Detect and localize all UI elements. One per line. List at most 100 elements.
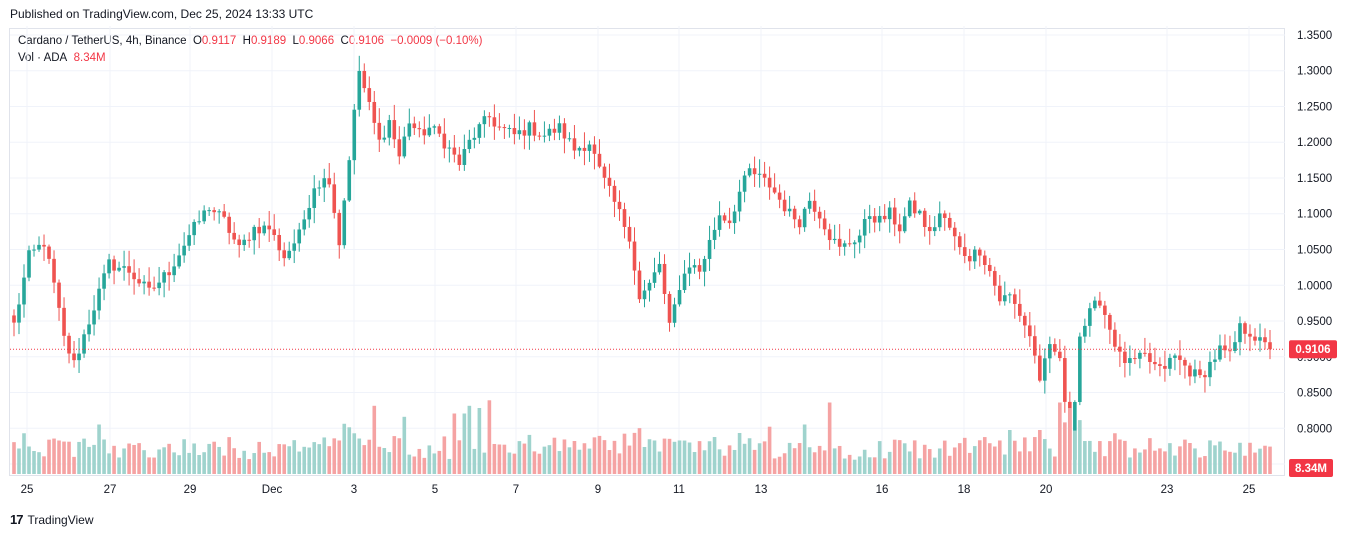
volume-bar — [1268, 446, 1272, 474]
volume-bar — [422, 457, 427, 474]
volume-bar — [817, 445, 822, 474]
volume-bar — [1007, 430, 1012, 474]
candle-body — [827, 229, 832, 241]
volume-bar — [137, 443, 141, 474]
candle-body — [922, 210, 927, 227]
volume-bar — [1253, 452, 1257, 474]
volume-bar — [442, 436, 447, 474]
candle-body — [107, 259, 111, 274]
candle-body — [797, 219, 802, 228]
candle-body — [262, 225, 267, 234]
volume-bar — [72, 456, 76, 474]
volume-bar — [492, 443, 497, 474]
volume-bar — [427, 445, 432, 474]
candle-body — [727, 220, 732, 224]
volume-bar — [1138, 452, 1142, 474]
volume-bar — [517, 441, 522, 474]
volume-bar — [1168, 443, 1172, 474]
volume-bar — [727, 445, 732, 474]
volume-bar — [1133, 448, 1137, 474]
volume-bar — [1128, 457, 1132, 474]
candle-body — [937, 213, 942, 228]
volume-bar — [712, 437, 717, 474]
volume-bar — [522, 443, 527, 474]
volume-bar — [97, 424, 101, 474]
volume-bar — [807, 447, 812, 474]
x-tick-label: Dec — [262, 484, 283, 496]
candle-body — [1017, 303, 1022, 316]
candle-body — [1088, 308, 1092, 326]
candle-body — [342, 200, 347, 246]
volume-bar — [167, 443, 171, 474]
volume-bar — [357, 438, 362, 474]
candle-body — [467, 139, 472, 150]
volume-bar — [857, 456, 862, 474]
volume-bar — [42, 456, 46, 474]
y-tick-label: 0.8500 — [1297, 388, 1332, 400]
volume-bar — [827, 402, 832, 474]
x-tick-label: 27 — [104, 484, 117, 496]
candle-body — [732, 211, 737, 224]
candle-body — [242, 239, 246, 246]
volume-bar — [62, 441, 66, 474]
candle-body — [272, 229, 277, 236]
volume-bar — [1173, 455, 1177, 474]
candle-body — [802, 208, 807, 228]
x-tick-label: 3 — [351, 484, 357, 496]
candle-body — [487, 116, 492, 118]
volume-bar — [1218, 441, 1222, 474]
last-volume-tag — [1289, 459, 1333, 477]
candle-body — [122, 266, 126, 268]
candle-body — [692, 265, 697, 268]
volume-bar — [597, 435, 602, 474]
volume-legend: Vol · ADA 8.34M — [18, 52, 106, 64]
candle-body — [582, 147, 587, 151]
candle-body — [787, 208, 792, 212]
volume-bar — [52, 438, 56, 474]
candle-body — [767, 177, 772, 188]
candle-body — [682, 273, 687, 291]
volume-bar — [852, 459, 857, 474]
x-tick-label: 13 — [755, 484, 768, 496]
candle-body — [82, 334, 86, 354]
candle-body — [1233, 342, 1237, 351]
volume-bar — [672, 441, 677, 474]
candle-body — [932, 227, 937, 232]
open-value: 0.9117 — [201, 35, 237, 47]
volume-bar — [812, 452, 817, 474]
volume-bar — [1028, 451, 1032, 474]
volume-bar — [1223, 450, 1227, 474]
volume-bar — [612, 440, 617, 474]
candle-body — [22, 277, 26, 305]
volume-bar — [407, 454, 412, 474]
volume-bar — [342, 423, 347, 474]
candle-body — [997, 285, 1002, 302]
candle-body — [112, 259, 116, 271]
volume-bar — [1002, 454, 1007, 474]
volume-bar — [647, 439, 652, 474]
volume-bar — [787, 442, 792, 474]
candle-body — [457, 154, 462, 165]
candle-body — [1178, 355, 1182, 360]
y-tick-label: 1.0500 — [1297, 245, 1332, 257]
volume-bar — [452, 413, 457, 474]
volume-value: 8.34M — [73, 52, 106, 64]
candle-body — [837, 238, 842, 247]
candle-body — [942, 213, 947, 218]
change-value: −0.0009 (−0.10%) — [390, 35, 483, 47]
volume-bar — [387, 452, 392, 474]
volume-bar — [247, 459, 251, 474]
volume-bar — [92, 444, 96, 474]
candle-body — [302, 219, 307, 230]
candle-body — [1028, 325, 1032, 337]
volume-bar — [372, 405, 377, 474]
volume-bar — [802, 424, 807, 474]
volume-bar — [697, 441, 702, 474]
candle-body — [207, 210, 211, 212]
volume-bar — [462, 413, 467, 474]
candle-body — [1183, 359, 1187, 366]
candle-body — [357, 70, 362, 110]
candle-body — [592, 144, 597, 154]
volume-bar — [1068, 408, 1072, 474]
